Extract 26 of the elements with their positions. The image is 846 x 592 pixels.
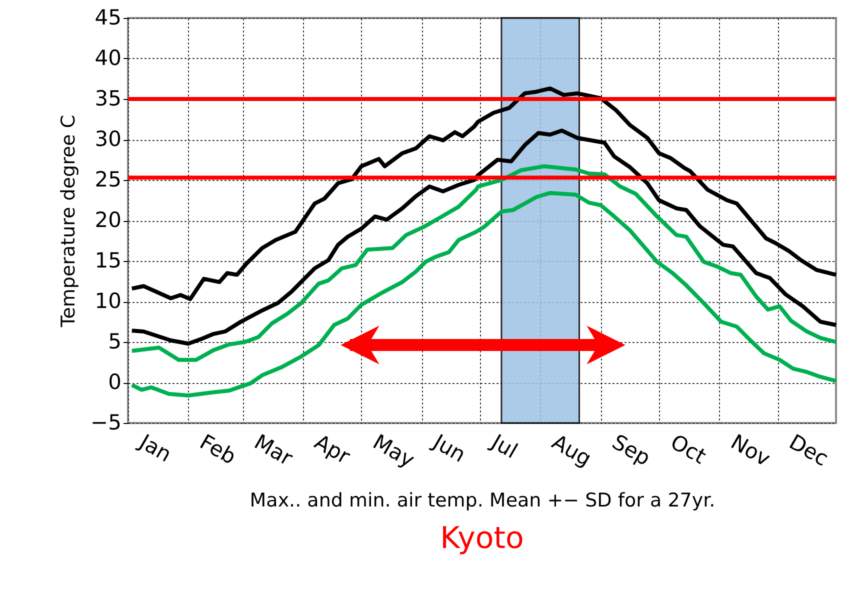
y-tick-label: 35 [94,86,122,110]
y-tick-label: 45 [94,6,122,30]
x-tick-label: Jul [486,428,522,464]
x-tick-label: Aug [548,430,596,472]
x-axis-title: Max.. and min. air temp. Mean +− SD for a 27yr. [250,489,716,512]
y-tick-label: 40 [94,46,122,70]
x-tick-label: Jan [134,428,176,467]
y-tick-label: 5 [108,330,122,354]
x-tick-label: Jun [427,428,470,467]
x-tick-label: May [368,430,419,472]
x-tick-label: Dec [785,430,832,471]
x-tick-label: Mar [250,430,297,471]
x-tick-label: Nov [726,430,774,472]
y-tick-label: 30 [94,127,122,151]
y-axis-title: Temperature degree C [58,114,80,328]
text: Kyoto [440,520,524,556]
x-tick-label: Oct [666,430,710,469]
x-tick-label: Apr [310,430,354,469]
y-tick-label: 15 [94,248,122,272]
y-tick-label: 10 [94,289,122,313]
y-tick-label: −5 [90,410,122,434]
y-tick-label: 20 [94,208,122,232]
y-tick-label: 25 [94,168,122,192]
y-tick-label: 0 [108,370,122,394]
x-tick-label: Sep [608,430,654,470]
x-tick-label: Feb [196,430,240,470]
